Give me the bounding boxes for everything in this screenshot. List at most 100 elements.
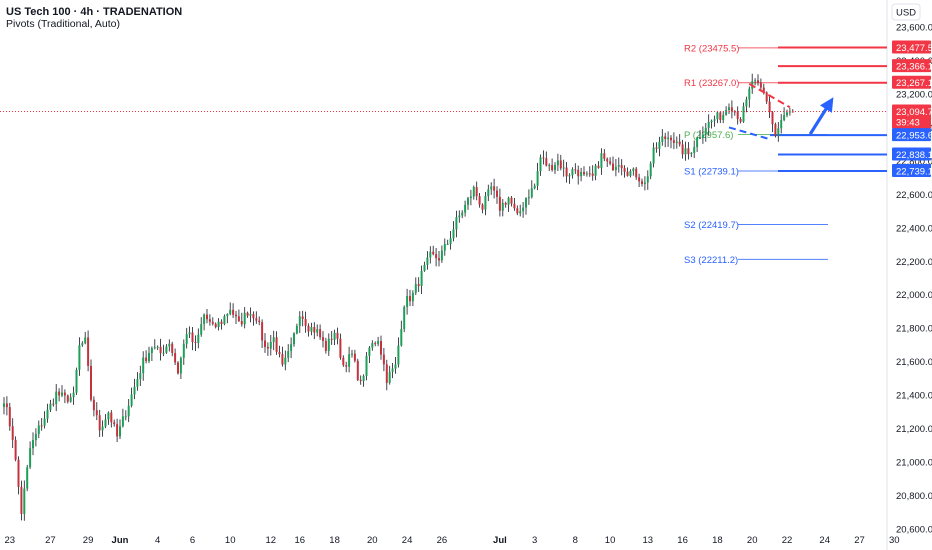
candle bbox=[348, 346, 351, 373]
candle-body bbox=[235, 314, 237, 317]
candle bbox=[661, 129, 664, 146]
candle-body bbox=[774, 124, 777, 136]
candle-body bbox=[104, 419, 107, 427]
candle-body bbox=[211, 321, 214, 324]
candle-body bbox=[345, 365, 348, 367]
candle-body bbox=[672, 140, 675, 143]
candle bbox=[745, 96, 748, 113]
candle-body bbox=[58, 391, 61, 396]
candle bbox=[516, 205, 519, 216]
candle bbox=[235, 310, 237, 324]
candle bbox=[670, 135, 672, 149]
price-tick-label: 21,600.0 bbox=[896, 357, 932, 368]
candle bbox=[707, 114, 710, 136]
candle-body bbox=[646, 176, 649, 183]
candle-body bbox=[206, 314, 208, 320]
candle bbox=[504, 201, 507, 208]
candle bbox=[487, 184, 490, 202]
candle-body bbox=[583, 172, 585, 175]
candle-body bbox=[777, 128, 780, 136]
candle bbox=[252, 311, 255, 326]
bullish-arrow[interactable] bbox=[808, 97, 834, 135]
candle bbox=[606, 157, 609, 168]
candle-body bbox=[496, 190, 498, 197]
candle-body bbox=[519, 211, 522, 214]
candle-body bbox=[301, 316, 304, 320]
candle bbox=[475, 181, 478, 201]
candle bbox=[66, 394, 69, 404]
candle-body bbox=[5, 403, 8, 408]
candle-body bbox=[585, 173, 588, 175]
candle bbox=[525, 197, 527, 215]
candle-body bbox=[432, 251, 435, 255]
candle-body bbox=[725, 110, 728, 115]
flag-lower-trendline[interactable] bbox=[728, 126, 770, 141]
candle bbox=[104, 414, 107, 429]
price-tag-bg bbox=[892, 75, 931, 89]
candle-body bbox=[617, 165, 620, 167]
candle bbox=[498, 188, 501, 217]
time-tick-label: 27 bbox=[45, 535, 56, 546]
candle-body bbox=[194, 342, 197, 344]
candle-body bbox=[667, 137, 670, 140]
candle bbox=[133, 378, 136, 400]
candle bbox=[406, 288, 409, 315]
candle bbox=[774, 122, 777, 138]
candle-body bbox=[200, 324, 203, 335]
candle-body bbox=[414, 284, 417, 293]
candle-body bbox=[208, 319, 211, 322]
candle-body bbox=[658, 141, 661, 149]
candle bbox=[713, 115, 716, 127]
candle-body bbox=[704, 128, 707, 135]
candle-body bbox=[171, 343, 174, 353]
candle bbox=[577, 165, 580, 185]
candle bbox=[739, 117, 742, 124]
candle bbox=[684, 141, 687, 161]
price-axis[interactable]: 20,600.0 20,800.0 21,000.0 21,200.0 21,400.0… bbox=[896, 23, 932, 536]
candle-body bbox=[385, 364, 388, 383]
candle bbox=[710, 119, 713, 129]
price-tick-label: 21,400.0 bbox=[896, 391, 932, 402]
price-tick-label: 21,200.0 bbox=[896, 424, 932, 435]
candle-body bbox=[606, 158, 609, 162]
candle bbox=[423, 261, 426, 272]
candle bbox=[675, 136, 678, 149]
candle bbox=[554, 162, 556, 174]
candle bbox=[3, 397, 5, 415]
price-tick-label: 22,400.0 bbox=[896, 223, 932, 234]
candle-body bbox=[490, 186, 493, 190]
flag-upper-trendline[interactable] bbox=[748, 83, 791, 109]
candle bbox=[641, 178, 643, 187]
time-axis[interactable]: 23 27 29 Jun 4 6 10 12 16 18 20 24 26 Jul 3 8 10 13 16 18 20… bbox=[5, 535, 900, 546]
candle bbox=[130, 387, 133, 408]
candle bbox=[722, 111, 725, 124]
candle bbox=[249, 307, 252, 323]
candle bbox=[646, 170, 649, 190]
candle-body bbox=[272, 337, 275, 343]
candle-body bbox=[452, 229, 455, 239]
currency-badge[interactable]: USD bbox=[891, 3, 921, 21]
candle bbox=[142, 351, 145, 381]
candle-body bbox=[307, 325, 310, 332]
candle bbox=[655, 142, 658, 153]
candle-body bbox=[609, 161, 612, 164]
candle bbox=[336, 327, 339, 345]
candle-body bbox=[527, 197, 530, 199]
candle bbox=[472, 185, 475, 200]
candle bbox=[278, 345, 281, 358]
price-tag-bg bbox=[892, 128, 931, 142]
candle-body bbox=[266, 346, 269, 349]
candle-body bbox=[37, 425, 40, 434]
candle-body bbox=[66, 395, 69, 402]
candle-body bbox=[475, 187, 478, 197]
candle bbox=[49, 399, 52, 413]
candle-body bbox=[374, 343, 377, 345]
candle-body bbox=[322, 337, 324, 341]
candle-body bbox=[240, 321, 243, 325]
candle-body bbox=[78, 345, 81, 370]
candle-body bbox=[394, 364, 397, 369]
candle-body bbox=[687, 148, 690, 155]
candle-body bbox=[675, 141, 678, 143]
candle bbox=[368, 346, 371, 364]
